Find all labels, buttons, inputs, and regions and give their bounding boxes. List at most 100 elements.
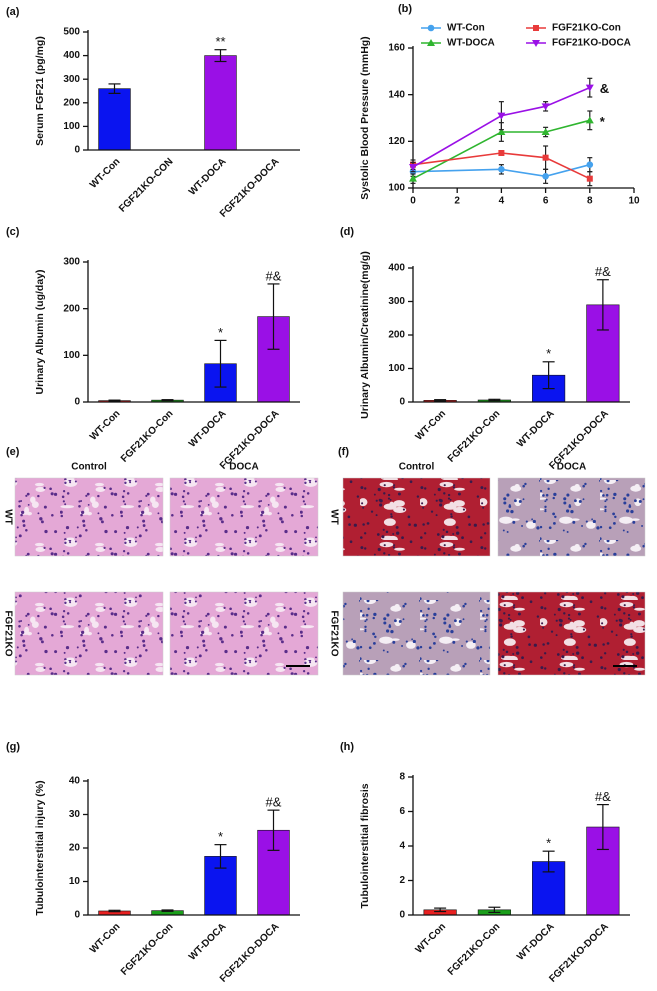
y-axis-label: Systolic Blood Pressure (mmHg) <box>359 36 371 199</box>
significance: * <box>546 346 551 361</box>
y-tick-label: 6 <box>399 806 405 817</box>
significance: * <box>218 829 223 844</box>
marker <box>427 39 435 46</box>
legend-label: WT-Con <box>447 23 485 34</box>
significance: * <box>546 836 551 851</box>
y-tick-label: 0 <box>74 145 80 156</box>
x-tick-label: WT-DOCA <box>515 408 557 450</box>
marker <box>427 24 435 32</box>
y-tick-label: 100 <box>388 363 405 374</box>
x-tick-label: FGF21KO-CON <box>117 156 175 214</box>
y-tick-label: 120 <box>388 136 405 147</box>
x-tick-label: 6 <box>543 196 549 207</box>
column-label: Control <box>399 462 435 473</box>
significance: & <box>600 81 609 96</box>
micrograph <box>14 591 164 676</box>
significance: #& <box>266 268 282 283</box>
y-tick-label: 2 <box>399 875 405 886</box>
y-axis-label: Tubulointerstitial injury (%) <box>34 780 46 915</box>
panel-label: (a) <box>6 6 20 18</box>
x-tick-label: WT-DOCA <box>187 156 229 198</box>
marker <box>498 150 505 156</box>
series-line <box>412 119 591 180</box>
series-line <box>412 163 591 178</box>
y-tick-label: 20 <box>69 843 81 854</box>
marker <box>586 161 594 168</box>
y-tick-label: 100 <box>63 121 80 132</box>
x-tick-label: WT-DOCA <box>515 921 557 963</box>
y-tick-label: 200 <box>63 97 80 108</box>
y-tick-label: 30 <box>69 809 81 820</box>
x-tick-label: FGF21KO-DOCA <box>547 921 611 985</box>
x-tick-label: 10 <box>628 196 640 207</box>
significance: * <box>218 325 223 340</box>
bar <box>204 55 237 151</box>
significance: #& <box>266 795 282 810</box>
micrograph <box>14 477 164 557</box>
micrograph <box>497 477 646 557</box>
panel-label: (b) <box>398 3 412 15</box>
panel-label: (c) <box>6 226 20 238</box>
x-tick-label: FGF21KO-Con <box>119 408 175 464</box>
y-tick-label: 0 <box>74 397 80 408</box>
y-tick-label: 140 <box>388 89 405 100</box>
x-tick-label: FGF21KO-Con <box>446 408 502 464</box>
column-label: DOCA <box>557 462 586 473</box>
y-tick-label: 40 <box>69 776 81 787</box>
y-tick-label: 0 <box>399 910 405 921</box>
marker <box>409 174 417 182</box>
x-tick-label: WT-Con <box>414 408 448 442</box>
y-tick-label: 0 <box>399 397 405 408</box>
x-tick-label: WT-DOCA <box>187 921 229 963</box>
x-tick-label: 8 <box>587 196 593 207</box>
y-tick-label: 400 <box>388 263 405 274</box>
x-tick-label: 2 <box>454 196 460 207</box>
row-label: WT <box>2 509 13 525</box>
marker <box>585 84 594 92</box>
marker <box>533 25 539 31</box>
micrograph <box>497 591 646 676</box>
y-tick-label: 200 <box>388 330 405 341</box>
marker <box>541 128 550 135</box>
panel-label: (f) <box>338 446 349 458</box>
x-tick-label: WT-Con <box>414 921 448 955</box>
column-label: Control <box>71 462 107 473</box>
y-axis-label: Serum FGF21 (pg/mg) <box>34 36 46 146</box>
marker <box>541 103 550 111</box>
marker <box>497 112 506 120</box>
micrograph <box>342 477 491 557</box>
series-line <box>412 86 591 168</box>
marker <box>409 164 417 171</box>
y-tick-label: 160 <box>388 43 405 54</box>
series-line <box>412 152 591 180</box>
x-tick-label: FGF21KO-DOCA <box>218 921 282 985</box>
significance: #& <box>595 264 611 279</box>
marker <box>586 175 593 182</box>
bar <box>98 88 131 151</box>
y-tick-label: 4 <box>399 841 405 852</box>
marker <box>542 154 549 161</box>
panel-label: (e) <box>6 446 20 458</box>
legend-label: FGF21KO-DOCA <box>552 38 631 49</box>
y-tick-label: 100 <box>63 350 80 361</box>
panel-label: (g) <box>6 741 20 753</box>
marker <box>498 166 505 173</box>
significance: * <box>600 114 606 129</box>
x-tick-label: WT-Con <box>88 921 122 955</box>
y-tick-label: 500 <box>63 27 80 38</box>
marker <box>532 40 540 47</box>
x-tick-label: FGF21KO-Con <box>119 921 175 977</box>
micrograph <box>169 591 319 676</box>
y-tick-label: 300 <box>63 257 80 268</box>
micrograph <box>342 591 491 676</box>
x-tick-label: WT-Con <box>88 156 122 190</box>
y-tick-label: 0 <box>74 910 80 921</box>
y-tick-label: 300 <box>388 296 405 307</box>
legend-label: WT-DOCA <box>447 38 495 49</box>
y-axis-label: Tubulointerstitial fibrosis <box>359 783 371 908</box>
x-tick-label: FGF21KO-DOCA <box>218 156 282 220</box>
x-tick-label: WT-Con <box>88 408 122 442</box>
y-tick-label: 400 <box>63 50 80 61</box>
x-tick-label: WT-DOCA <box>187 408 229 450</box>
